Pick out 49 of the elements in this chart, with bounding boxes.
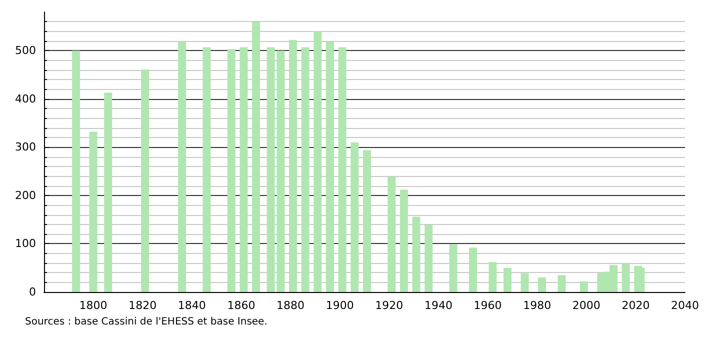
bar [400, 190, 408, 292]
bar [227, 49, 236, 292]
bar [202, 47, 211, 292]
bar [538, 278, 546, 292]
x-tick-label: 1940 [424, 299, 452, 312]
bar [468, 248, 477, 292]
x-tick-label: 1920 [375, 299, 404, 312]
bar [252, 22, 260, 292]
bar [412, 216, 420, 292]
x-tick-label: 1840 [178, 299, 206, 312]
y-tick-label: 100 [15, 237, 36, 250]
bar [362, 150, 371, 292]
bar [89, 132, 98, 292]
bar [338, 47, 346, 292]
bar [503, 268, 512, 292]
y-tick-label: 300 [15, 140, 36, 154]
x-tick-label: 1960 [474, 299, 502, 312]
bar [449, 244, 458, 292]
bar [558, 275, 566, 292]
source-note: Sources : base Cassini de l'EHESS et base Insee. [25, 316, 268, 328]
bar [104, 92, 112, 292]
bar [350, 142, 359, 292]
bar [388, 176, 396, 292]
bar [488, 262, 497, 292]
bar [424, 224, 433, 292]
x-tick-label: 1820 [128, 299, 157, 312]
bar [178, 40, 186, 292]
x-tick-label: 2040 [671, 299, 700, 312]
y-tick-label: 0 [29, 286, 36, 298]
bar [72, 50, 80, 292]
x-tick-label: 1980 [523, 299, 552, 312]
x-tick-label: 1900 [326, 299, 354, 312]
bar [580, 281, 588, 292]
y-tick-label: 400 [15, 92, 36, 106]
y-tick-label: 200 [15, 188, 36, 202]
bar [520, 273, 529, 292]
bar [240, 47, 248, 292]
x-tick-label: 2020 [622, 299, 650, 312]
x-tick-label: 1880 [276, 299, 305, 312]
bar [301, 47, 310, 292]
bar [314, 31, 322, 292]
bar [289, 40, 298, 292]
x-tick-label: 1800 [79, 299, 108, 312]
bar [326, 42, 334, 292]
bar [141, 69, 150, 292]
bar [622, 264, 630, 292]
y-tick-label: 500 [15, 44, 36, 58]
x-tick-label: 2000 [572, 299, 600, 312]
x-tick-label: 1860 [227, 299, 256, 312]
